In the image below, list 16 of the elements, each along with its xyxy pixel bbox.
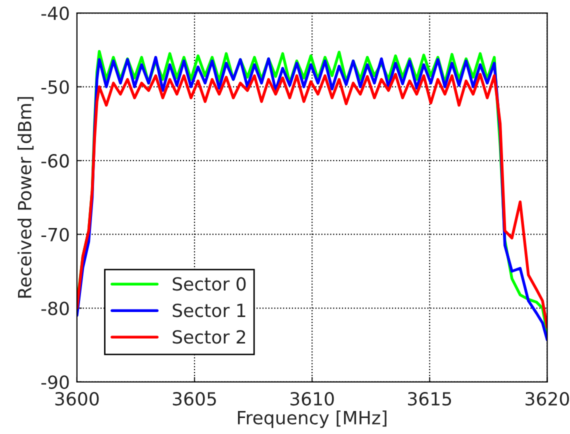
y-tick-label: -50	[41, 80, 69, 94]
x-tick-label: 3615	[408, 392, 452, 406]
y-axis-title: Received Power [dBm]	[17, 97, 34, 298]
x-axis-title: Frequency [MHz]	[238, 410, 386, 428]
x-tick-label: 3600	[55, 392, 99, 406]
legend-label: Sector 0	[172, 277, 246, 291]
y-tick-label: -40	[41, 6, 69, 20]
y-tick-label: -90	[41, 375, 69, 390]
x-tick-label: 3620	[526, 392, 569, 406]
y-tick-label: -70	[41, 228, 69, 242]
legend-label: Sector 2	[172, 330, 246, 344]
x-tick-label: 3605	[172, 392, 216, 406]
legend-label: Sector 1	[172, 304, 246, 318]
x-tick-label: 3610	[290, 392, 334, 406]
y-tick-label: -80	[41, 302, 69, 316]
y-tick-label: -60	[41, 154, 69, 168]
